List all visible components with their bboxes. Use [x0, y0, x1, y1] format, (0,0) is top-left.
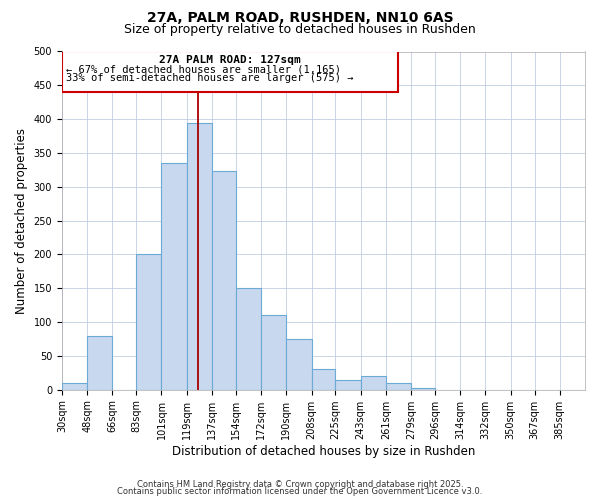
Bar: [286, 339, 311, 390]
X-axis label: Distribution of detached houses by size in Rushden: Distribution of detached houses by size …: [172, 444, 475, 458]
Bar: [87, 336, 112, 390]
Text: 33% of semi-detached houses are larger (575) →: 33% of semi-detached houses are larger (…: [66, 73, 353, 83]
Bar: [62, 383, 87, 390]
Text: 27A, PALM ROAD, RUSHDEN, NN10 6AS: 27A, PALM ROAD, RUSHDEN, NN10 6AS: [146, 11, 454, 25]
Bar: [161, 163, 187, 390]
Bar: [236, 288, 261, 390]
Bar: [62, 52, 398, 92]
Y-axis label: Number of detached properties: Number of detached properties: [15, 128, 28, 314]
Bar: [212, 171, 236, 390]
Text: 27A PALM ROAD: 127sqm: 27A PALM ROAD: 127sqm: [160, 55, 301, 65]
Bar: [261, 316, 286, 390]
Text: Contains public sector information licensed under the Open Government Licence v3: Contains public sector information licen…: [118, 487, 482, 496]
Bar: [311, 370, 335, 390]
Bar: [335, 380, 361, 390]
Bar: [136, 254, 161, 390]
Text: Contains HM Land Registry data © Crown copyright and database right 2025.: Contains HM Land Registry data © Crown c…: [137, 480, 463, 489]
Text: Size of property relative to detached houses in Rushden: Size of property relative to detached ho…: [124, 24, 476, 36]
Bar: [386, 383, 411, 390]
Bar: [361, 376, 386, 390]
Bar: [411, 388, 435, 390]
Text: ← 67% of detached houses are smaller (1,165): ← 67% of detached houses are smaller (1,…: [66, 64, 341, 74]
Bar: [187, 122, 212, 390]
